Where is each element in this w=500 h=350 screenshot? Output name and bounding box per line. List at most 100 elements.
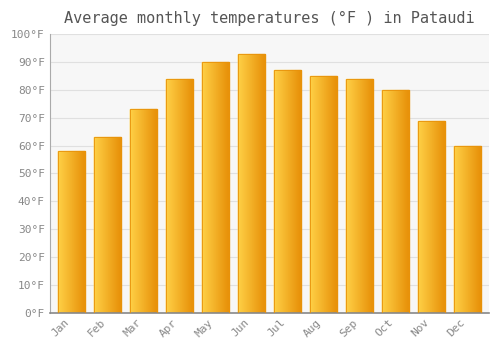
- Bar: [436, 120, 438, 313]
- Bar: [120, 137, 121, 313]
- Bar: [292, 70, 294, 313]
- Bar: [166, 79, 193, 313]
- Bar: [170, 79, 171, 313]
- Bar: [244, 54, 245, 313]
- Bar: [432, 120, 434, 313]
- Bar: [130, 110, 157, 313]
- Bar: [347, 79, 348, 313]
- Bar: [313, 76, 314, 313]
- Bar: [407, 90, 408, 313]
- Bar: [372, 79, 373, 313]
- Bar: [352, 79, 353, 313]
- Bar: [241, 54, 242, 313]
- Bar: [314, 76, 315, 313]
- Bar: [261, 54, 262, 313]
- Bar: [402, 90, 404, 313]
- Bar: [248, 54, 250, 313]
- Bar: [61, 151, 62, 313]
- Bar: [385, 90, 386, 313]
- Bar: [263, 54, 264, 313]
- Bar: [240, 54, 241, 313]
- Bar: [148, 110, 150, 313]
- Bar: [64, 151, 65, 313]
- Title: Average monthly temperatures (°F ) in Pataudi: Average monthly temperatures (°F ) in Pa…: [64, 11, 474, 26]
- Bar: [296, 70, 297, 313]
- Bar: [419, 120, 420, 313]
- Bar: [144, 110, 146, 313]
- Bar: [72, 151, 74, 313]
- Bar: [370, 79, 371, 313]
- Bar: [418, 120, 445, 313]
- Bar: [279, 70, 280, 313]
- Bar: [390, 90, 391, 313]
- Bar: [258, 54, 260, 313]
- Bar: [281, 70, 282, 313]
- Bar: [368, 79, 370, 313]
- Bar: [220, 62, 222, 313]
- Bar: [108, 137, 110, 313]
- Bar: [286, 70, 288, 313]
- Bar: [382, 90, 409, 313]
- Bar: [178, 79, 180, 313]
- Bar: [191, 79, 192, 313]
- Bar: [59, 151, 60, 313]
- Bar: [227, 62, 228, 313]
- Bar: [146, 110, 148, 313]
- Bar: [209, 62, 210, 313]
- Bar: [280, 70, 281, 313]
- Bar: [354, 79, 355, 313]
- Bar: [184, 79, 186, 313]
- Bar: [102, 137, 104, 313]
- Bar: [346, 79, 373, 313]
- Bar: [420, 120, 421, 313]
- Bar: [383, 90, 384, 313]
- Bar: [222, 62, 224, 313]
- Bar: [138, 110, 140, 313]
- Bar: [474, 146, 476, 313]
- Bar: [316, 76, 317, 313]
- Bar: [238, 54, 239, 313]
- Bar: [460, 146, 461, 313]
- Bar: [238, 54, 265, 313]
- Bar: [434, 120, 436, 313]
- Bar: [83, 151, 84, 313]
- Bar: [116, 137, 117, 313]
- Bar: [425, 120, 426, 313]
- Bar: [58, 151, 85, 313]
- Bar: [224, 62, 225, 313]
- Bar: [394, 90, 396, 313]
- Bar: [210, 62, 212, 313]
- Bar: [202, 62, 203, 313]
- Bar: [442, 120, 443, 313]
- Bar: [260, 54, 261, 313]
- Bar: [371, 79, 372, 313]
- Bar: [188, 79, 189, 313]
- Bar: [216, 62, 218, 313]
- Bar: [131, 110, 132, 313]
- Bar: [153, 110, 154, 313]
- Bar: [388, 90, 389, 313]
- Bar: [133, 110, 134, 313]
- Bar: [300, 70, 301, 313]
- Bar: [104, 137, 106, 313]
- Bar: [205, 62, 206, 313]
- Bar: [62, 151, 63, 313]
- Bar: [262, 54, 263, 313]
- Bar: [472, 146, 474, 313]
- Bar: [84, 151, 85, 313]
- Bar: [264, 54, 265, 313]
- Bar: [336, 76, 337, 313]
- Bar: [134, 110, 135, 313]
- Bar: [206, 62, 207, 313]
- Bar: [243, 54, 244, 313]
- Bar: [150, 110, 152, 313]
- Bar: [171, 79, 172, 313]
- Bar: [277, 70, 278, 313]
- Bar: [326, 76, 328, 313]
- Bar: [476, 146, 478, 313]
- Bar: [454, 146, 455, 313]
- Bar: [182, 79, 184, 313]
- Bar: [351, 79, 352, 313]
- Bar: [311, 76, 312, 313]
- Bar: [282, 70, 284, 313]
